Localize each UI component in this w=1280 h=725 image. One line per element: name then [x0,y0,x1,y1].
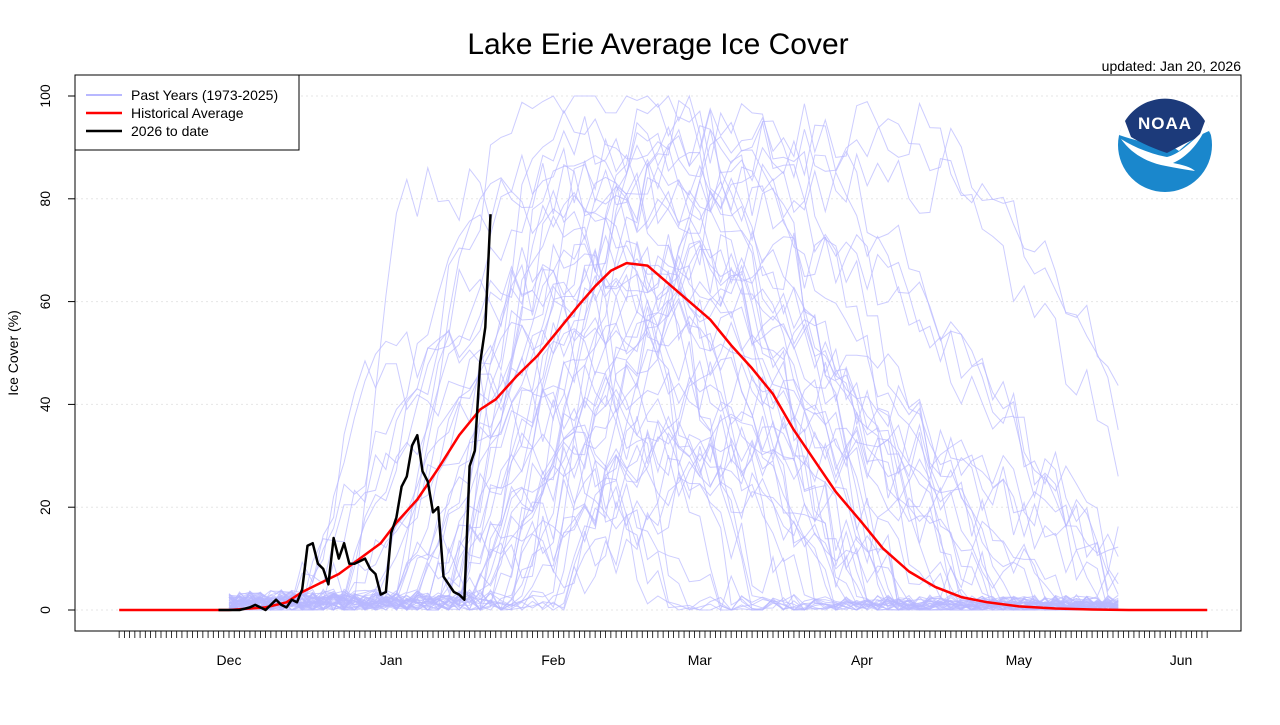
past-year-line [228,359,1119,611]
x-tick-label: Feb [541,652,565,668]
updated-date: updated: Jan 20, 2026 [1102,58,1242,74]
y-tick-label: 80 [37,191,53,207]
noaa-logo: NOAA [1118,97,1212,192]
y-tick-label: 60 [37,294,53,310]
series-lines [119,214,1208,612]
past-year-line [228,386,1119,611]
past-year-line [228,348,1119,611]
past-year-line [228,322,1119,612]
x-tick-label: Dec [217,652,242,668]
past-year-line [228,144,1119,611]
noaa-logo-bird [1121,129,1205,171]
y-tick-label: 40 [37,396,53,412]
past-year-line [228,102,1119,611]
y-tick-label: 20 [37,499,53,515]
past-year-line [228,297,1119,611]
past-year-line [228,152,1119,611]
past-year-line [228,359,1119,612]
x-axis: Dec Jan Feb Mar Apr May Jun [118,631,1208,668]
x-tick-label: Jun [1170,652,1193,668]
y-tick-label: 0 [37,606,53,614]
past-year-line [228,321,1119,611]
past-year-line [228,100,1119,611]
past-year-line [228,232,1119,606]
past-year-line [228,118,1119,611]
chart-title: Lake Erie Average Ice Cover [467,28,848,61]
past-year-line [228,319,1119,611]
legend-label-2026: 2026 to date [131,123,209,139]
past-year-line [228,94,1119,611]
x-tick-label: May [1006,652,1032,668]
past-year-line [228,109,1119,611]
2026-to-date-line [218,214,492,612]
y-axis-label: Ice Cover (%) [5,310,21,396]
past-year-line [228,124,1119,611]
noaa-logo-text: NOAA [1138,114,1192,133]
y-axis: 0 20 40 60 80 100 [37,84,76,614]
historical-average-line [119,261,1208,612]
past-years-lines [228,94,1119,612]
past-year-line [228,99,1119,611]
x-tick-label: Jan [380,652,403,668]
legend: Past Years (1973-2025) Historical Averag… [74,74,300,151]
legend-label-historical-average: Historical Average [131,105,244,121]
legend-label-past-years: Past Years (1973-2025) [131,87,278,103]
past-year-line [228,155,1119,611]
x-tick-label: Mar [688,652,712,668]
past-year-line [228,357,1119,611]
past-year-line [228,416,1119,611]
y-tick-label: 100 [37,84,53,108]
past-year-line [228,116,1119,611]
past-year-line [228,176,1119,611]
noaa-logo-header [1125,98,1205,153]
x-tick-label: Apr [851,652,873,668]
past-year-line [228,420,1119,611]
